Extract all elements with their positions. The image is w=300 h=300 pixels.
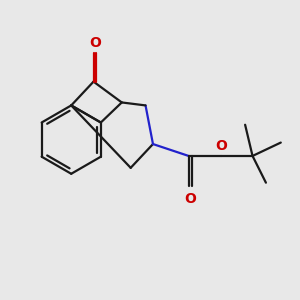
- Text: O: O: [184, 192, 196, 206]
- Text: O: O: [215, 139, 227, 153]
- Text: O: O: [89, 36, 101, 50]
